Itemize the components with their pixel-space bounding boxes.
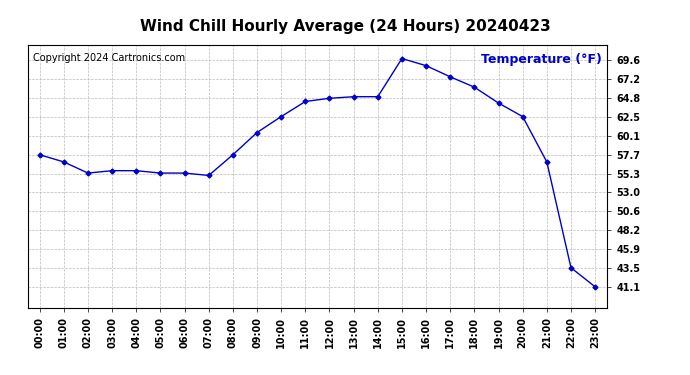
Text: Copyright 2024 Cartronics.com: Copyright 2024 Cartronics.com: [33, 53, 186, 63]
Text: Wind Chill Hourly Average (24 Hours) 20240423: Wind Chill Hourly Average (24 Hours) 202…: [139, 19, 551, 34]
Text: Temperature (°F): Temperature (°F): [480, 53, 602, 66]
